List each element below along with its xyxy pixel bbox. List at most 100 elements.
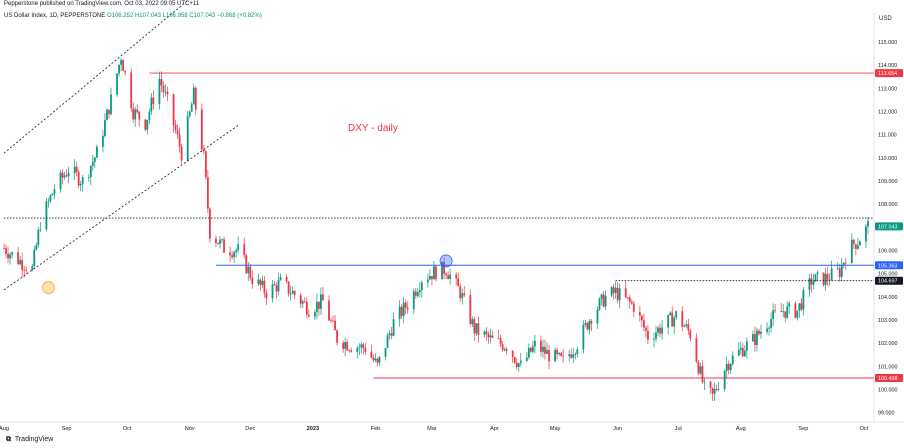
candle-body <box>826 273 829 280</box>
candle-body <box>134 109 137 120</box>
candle-body <box>320 294 322 309</box>
candle-body <box>852 239 855 245</box>
candle-body <box>638 311 641 316</box>
candle-body <box>554 349 556 362</box>
candle-body <box>461 293 464 299</box>
candle-body <box>499 338 502 345</box>
candle-body <box>433 266 435 280</box>
candle-body <box>332 320 334 322</box>
candle-body <box>685 324 688 327</box>
candle-body <box>322 294 324 301</box>
candle-body <box>186 116 189 161</box>
y-tick-label: 109.000 <box>878 179 898 185</box>
candle-body <box>840 265 843 278</box>
candle-body <box>209 208 211 239</box>
y-tick-label: 108.000 <box>878 202 898 208</box>
candle-body <box>713 388 716 394</box>
candle-body <box>35 245 38 250</box>
candle-body <box>45 201 48 230</box>
x-tick-label: Aug <box>0 426 9 432</box>
candle-body <box>342 342 345 349</box>
candle-body <box>657 327 659 333</box>
candle-body <box>293 291 296 296</box>
y-tick-label: 113.000 <box>878 86 897 92</box>
candle-body <box>124 70 127 73</box>
candle-body <box>441 261 443 280</box>
candle-body <box>61 172 64 178</box>
candle-body <box>856 245 859 249</box>
x-tick-label: May <box>550 426 561 432</box>
candle-body <box>263 280 266 293</box>
candle-body <box>717 389 720 390</box>
x-tick-label: 2023 <box>307 426 319 432</box>
candle-body <box>582 324 585 350</box>
candle-body <box>261 280 264 285</box>
candle-body <box>600 294 603 299</box>
candle-body <box>19 260 22 265</box>
candle-body <box>217 242 219 244</box>
candle-body <box>172 94 175 125</box>
candle-body <box>850 239 853 264</box>
candle-body <box>525 357 528 361</box>
candle-body <box>610 287 613 296</box>
candle-body <box>370 351 373 358</box>
candle-body <box>723 371 726 390</box>
candle-body <box>25 269 28 271</box>
candle-body <box>416 292 419 296</box>
candle-body <box>529 347 532 352</box>
price-tag <box>875 374 903 383</box>
last-price-label: 107.043 <box>878 224 898 230</box>
publish-caption: Pepperstone published on TradingView.com… <box>4 1 200 7</box>
candle-body <box>95 146 98 158</box>
candle-body <box>136 109 139 112</box>
x-tick-label: Dec <box>245 426 255 432</box>
candle-body <box>120 60 122 65</box>
candle-body <box>584 323 587 325</box>
candle-body <box>681 311 684 327</box>
candle-body <box>257 279 260 284</box>
candle-body <box>828 279 831 281</box>
candle-body <box>570 354 573 358</box>
candle-body <box>33 249 36 267</box>
candle-body <box>386 335 389 348</box>
candle-body <box>632 303 635 312</box>
candle-body <box>715 388 718 390</box>
x-tick-label: Apr <box>490 426 499 432</box>
candle-body <box>475 323 478 334</box>
candle-body <box>457 278 460 287</box>
price-tag <box>875 261 903 270</box>
candle-body <box>754 334 756 346</box>
candle-body <box>376 358 379 363</box>
candle-body <box>743 350 746 357</box>
y-tick-label: 105.000 <box>878 272 898 278</box>
candle-body <box>164 91 167 93</box>
candle-body <box>285 277 288 282</box>
candle-body <box>758 330 760 334</box>
candle-body <box>517 363 520 367</box>
candle-body <box>812 281 815 285</box>
candle-body <box>810 278 813 285</box>
price-tag <box>875 69 903 78</box>
candle-body <box>279 277 282 281</box>
x-tick-label: Aug <box>736 426 746 432</box>
candle-body <box>661 327 663 334</box>
candle-body <box>122 60 125 71</box>
candle-body <box>49 195 52 202</box>
candle-body <box>287 281 290 294</box>
candle-body <box>796 310 799 318</box>
candle-body <box>588 321 591 330</box>
symbol-info: US Dollar Index, 1D, PEPPERSTONE O106.25… <box>4 13 262 19</box>
candle-body <box>104 120 106 136</box>
candle-body <box>598 298 601 310</box>
y-tick-label: 111.000 <box>878 133 897 139</box>
candle-body <box>91 161 94 167</box>
candle-body <box>560 352 563 356</box>
y-tick-label: 104.000 <box>878 295 898 301</box>
candle-body <box>301 301 304 304</box>
candle-body <box>65 175 68 177</box>
candle-body <box>449 274 452 279</box>
candle-body <box>548 350 550 362</box>
candle-body <box>23 269 26 271</box>
candle-body <box>630 301 633 304</box>
